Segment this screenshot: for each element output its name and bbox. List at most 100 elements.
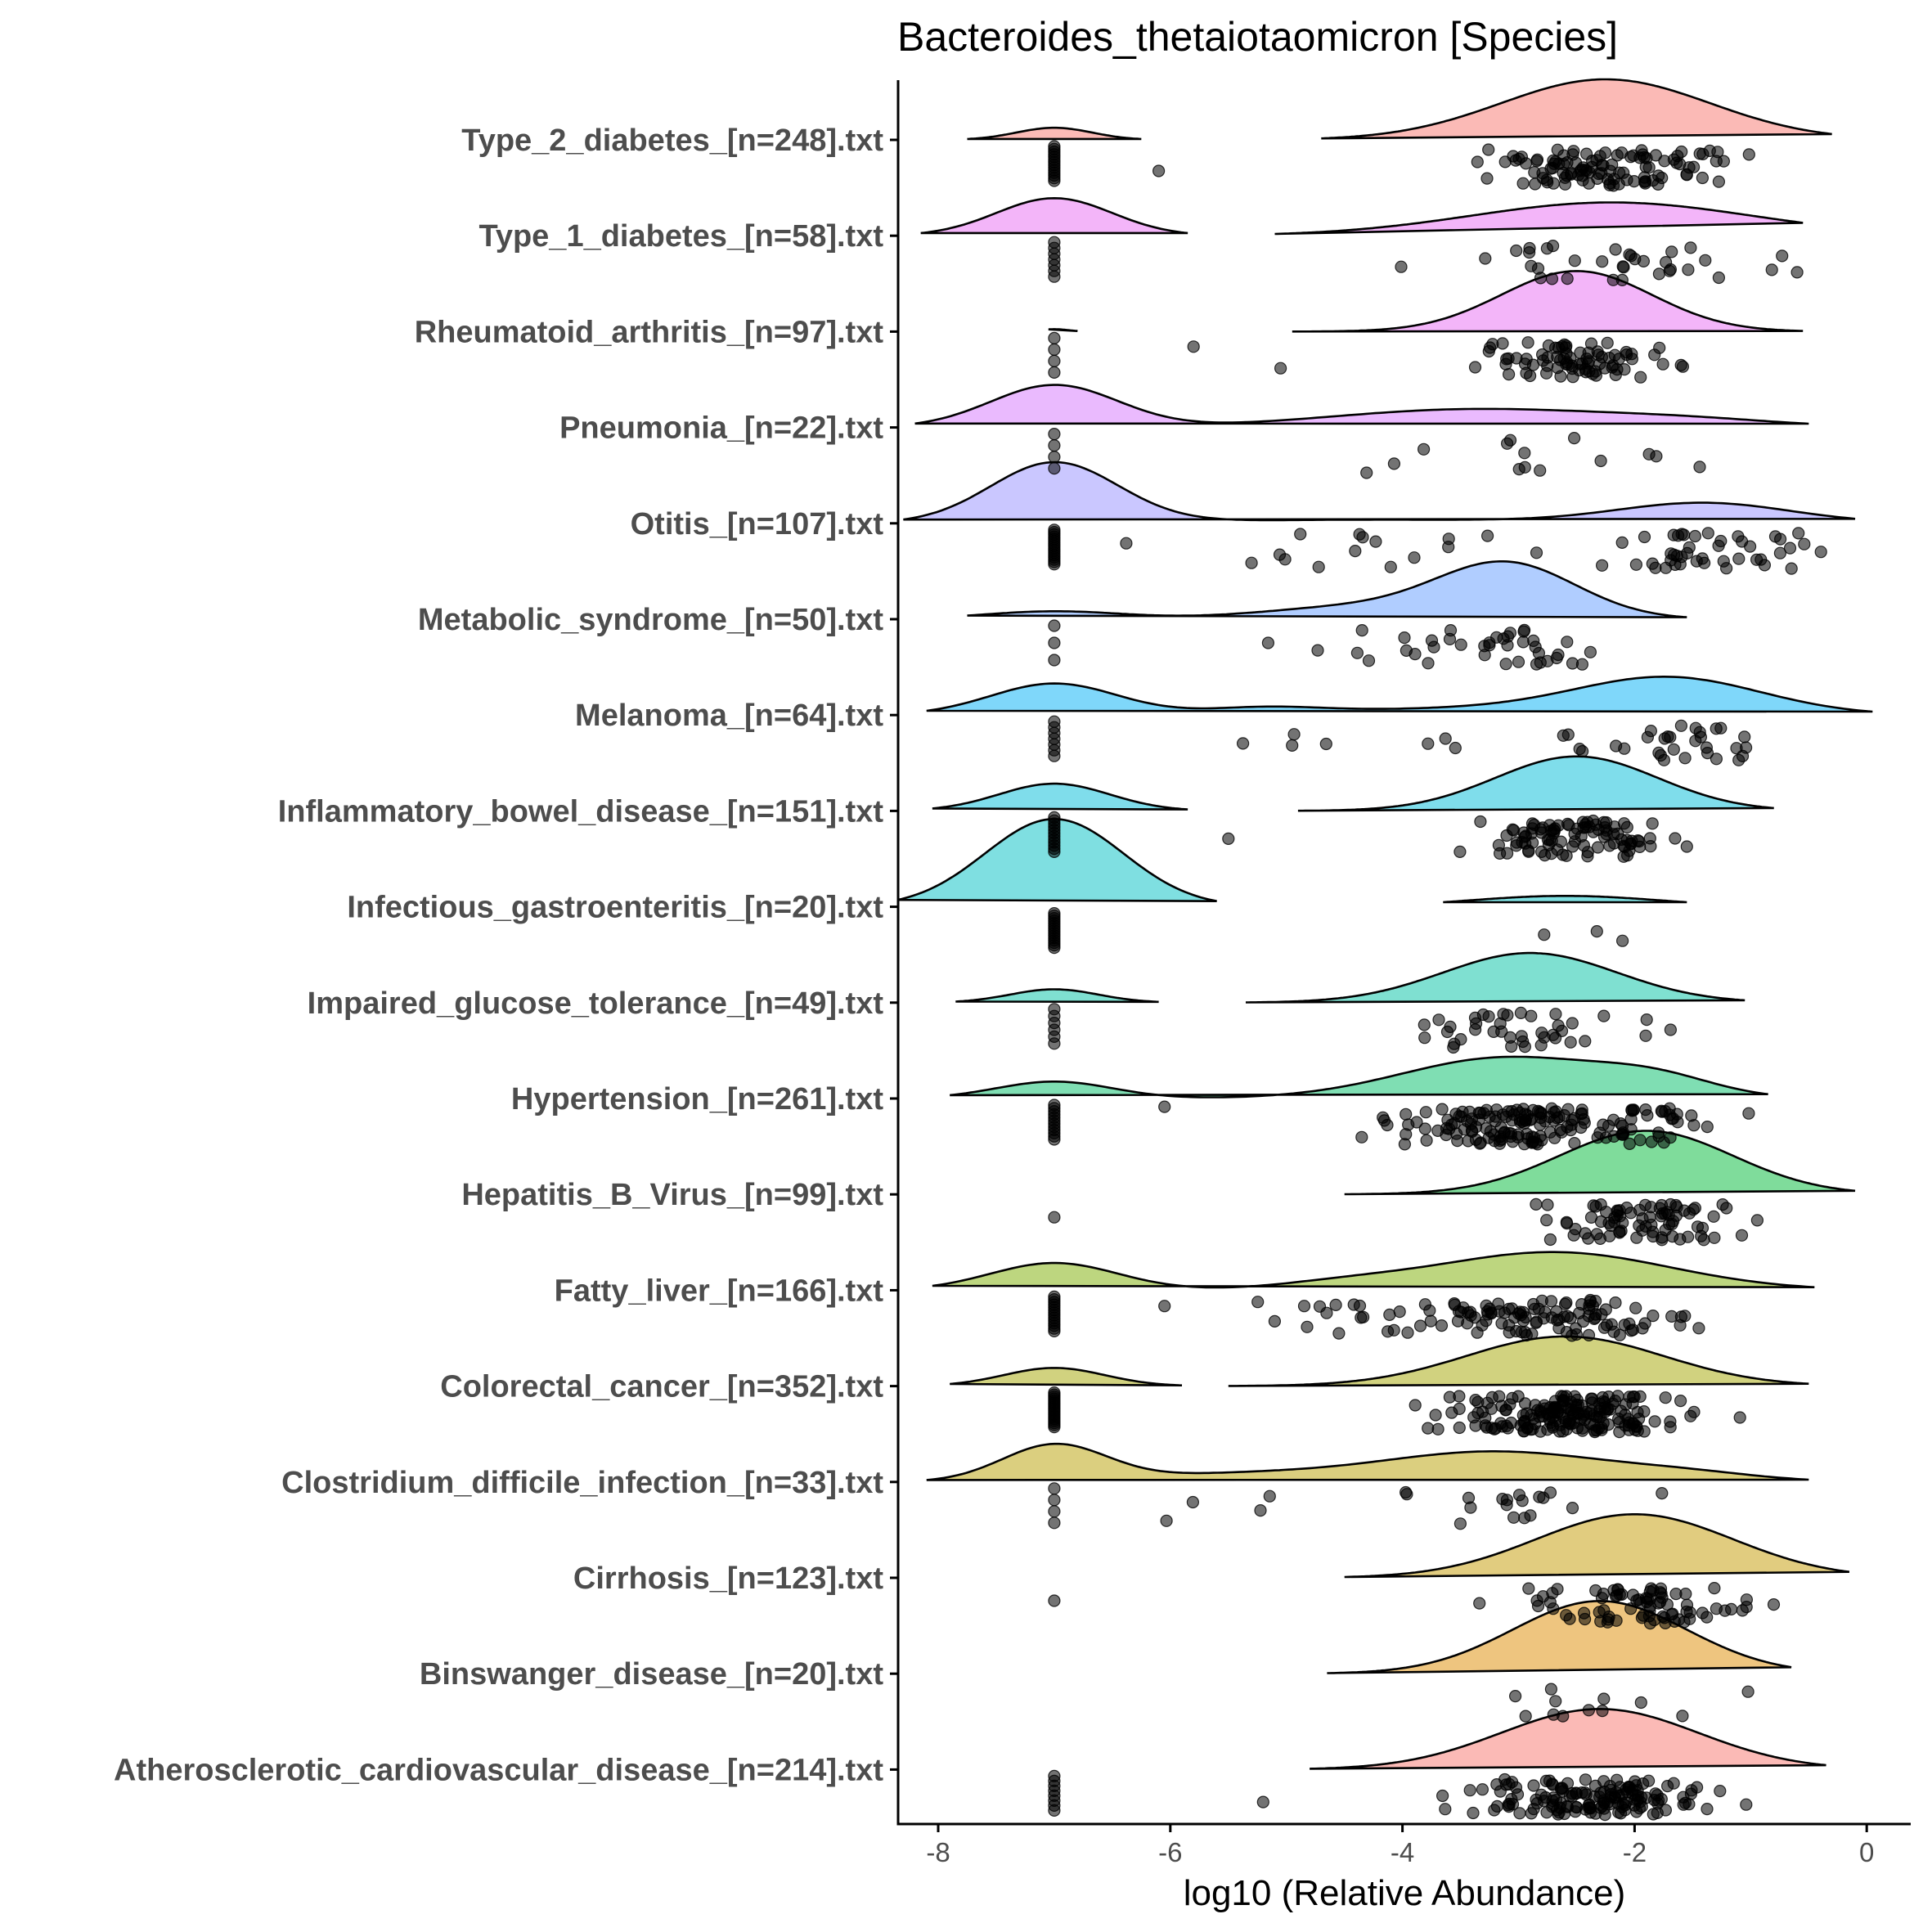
point: [1418, 1122, 1431, 1135]
point: [1665, 1112, 1678, 1126]
point: [1785, 562, 1798, 575]
point: [1682, 263, 1695, 276]
point: [1478, 640, 1491, 653]
density-fatty-liver: [932, 1251, 1815, 1289]
point: [1278, 553, 1292, 566]
point: [1530, 1197, 1543, 1211]
point: [1644, 1201, 1658, 1214]
point: [1424, 1314, 1437, 1328]
point: [1683, 1606, 1696, 1619]
point: [1642, 447, 1656, 461]
point: [1637, 254, 1651, 267]
density-zero-type-2-diabetes: [967, 126, 1142, 141]
y-tick-label-hypertension: Hypertension_[n=261].txt: [511, 1082, 883, 1117]
point: [1710, 753, 1723, 766]
point: [1400, 644, 1413, 658]
point: [1517, 623, 1531, 637]
point: [1560, 849, 1573, 862]
point: [1355, 1130, 1368, 1143]
point: [1596, 1799, 1609, 1813]
point: [1687, 1119, 1701, 1132]
y-tick-label-melanoma: Melanoma_[n=64].txt: [575, 699, 883, 733]
point: [1596, 1705, 1609, 1718]
x-tick-label: -8: [926, 1837, 950, 1867]
point: [1597, 815, 1611, 829]
point-outlier: [1158, 1100, 1171, 1113]
point-zero: [1048, 366, 1061, 379]
x-axis-label: log10 (Relative Abundance): [1184, 1873, 1626, 1913]
point: [1422, 657, 1435, 670]
point: [1527, 1779, 1540, 1792]
point: [1582, 1704, 1596, 1717]
point: [1596, 255, 1609, 268]
point: [1525, 827, 1539, 840]
point: [1773, 546, 1786, 559]
point: [1520, 366, 1533, 380]
point: [1531, 262, 1545, 275]
y-tick-label-inflammatory-bowel-disease: Inflammatory_bowel_disease_[n=151].txt: [278, 794, 884, 829]
point: [1672, 529, 1685, 542]
point: [1449, 741, 1462, 755]
point: [1615, 1224, 1628, 1238]
point: [1525, 1807, 1538, 1820]
point: [1503, 434, 1517, 447]
point: [1611, 149, 1624, 162]
point: [1615, 536, 1629, 550]
point: [1603, 839, 1616, 852]
point: [1449, 1108, 1462, 1121]
point: [1286, 739, 1299, 753]
point: [1708, 1231, 1721, 1244]
point: [1652, 267, 1666, 281]
point: [1595, 559, 1609, 572]
point: [1665, 1310, 1678, 1323]
point: [1521, 336, 1534, 349]
point: [1512, 462, 1525, 476]
point: [1552, 1425, 1566, 1438]
density-binswanger-disease: [1327, 1600, 1792, 1674]
point: [1582, 1310, 1595, 1323]
point: [1602, 1418, 1615, 1431]
point: [1522, 1582, 1535, 1595]
point: [1636, 1224, 1649, 1237]
point: [1353, 528, 1366, 541]
point: [1301, 1320, 1314, 1333]
point-zero: [1048, 636, 1061, 649]
point: [1423, 1304, 1436, 1317]
x-tick-label: -2: [1623, 1837, 1647, 1867]
density-melanoma: [926, 675, 1873, 713]
point: [1594, 1615, 1607, 1628]
point: [1601, 336, 1614, 349]
point: [1514, 1419, 1527, 1432]
point: [1627, 149, 1640, 162]
point: [1545, 272, 1559, 285]
point-outlier: [1158, 1300, 1171, 1313]
point: [1547, 1791, 1560, 1804]
point: [1614, 1807, 1628, 1820]
point: [1514, 1006, 1528, 1020]
point: [1584, 645, 1597, 658]
point: [1429, 1409, 1442, 1422]
point: [1633, 1134, 1647, 1147]
point: [1659, 1616, 1672, 1630]
point: [1567, 431, 1581, 445]
point: [1570, 1393, 1584, 1407]
density-metabolic-syndrome: [967, 560, 1687, 618]
point: [1498, 155, 1512, 168]
point: [1663, 264, 1676, 277]
point: [1493, 1137, 1507, 1150]
point: [1659, 1224, 1672, 1237]
point: [1560, 1609, 1573, 1622]
point: [1652, 1597, 1665, 1610]
point: [1696, 552, 1709, 565]
point: [1481, 1308, 1494, 1321]
y-tick-label-atherosclerotic-cardiovascular-disease: Atherosclerotic_cardiovascular_disease_[…: [114, 1753, 883, 1787]
point: [1527, 634, 1540, 648]
point: [1539, 1305, 1552, 1319]
point: [1742, 1107, 1755, 1120]
point: [1613, 1425, 1626, 1439]
point: [1519, 1710, 1532, 1723]
point: [1655, 1198, 1669, 1212]
point: [1591, 1131, 1604, 1144]
point: [1710, 1602, 1723, 1615]
